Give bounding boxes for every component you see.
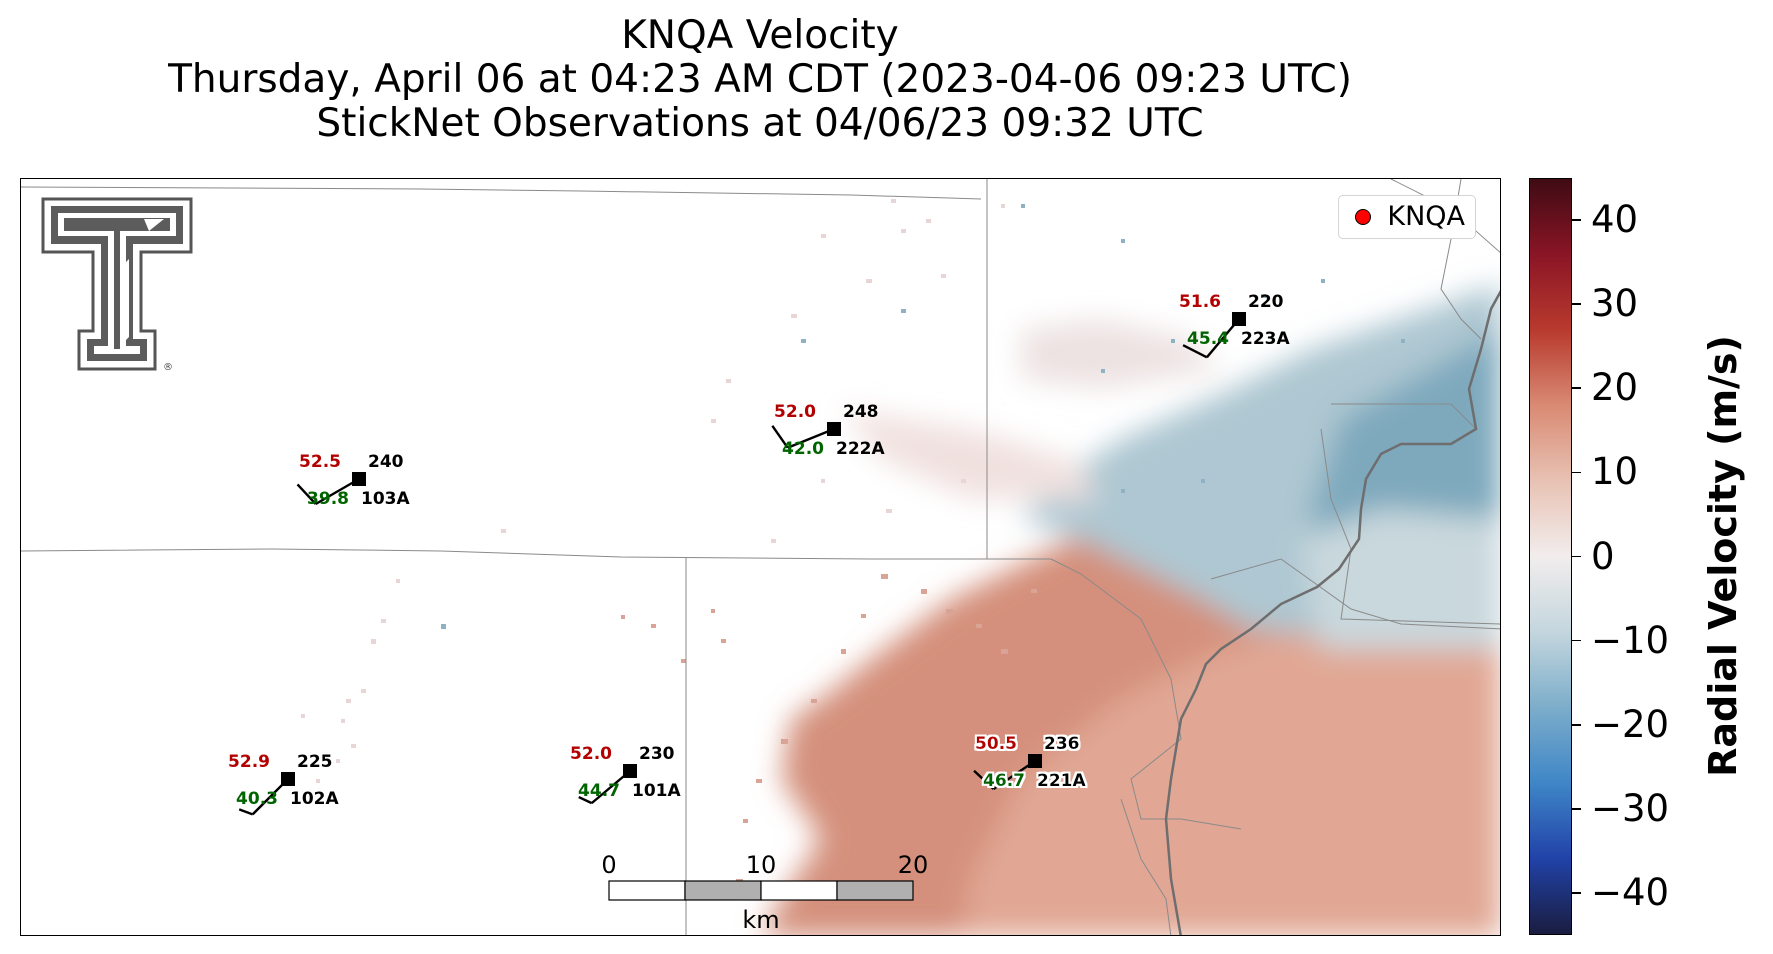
- station-marker: [352, 472, 366, 486]
- station-marker: [1028, 754, 1042, 768]
- velocity-speckles: [621, 574, 1037, 884]
- radar-site-marker-icon: [1355, 208, 1372, 225]
- station-temperature: 52.9: [228, 752, 270, 772]
- station-222A: 52.0 248 42.0 222A: [771, 402, 885, 459]
- colorbar: [1529, 178, 1572, 935]
- colorbar-tick-mark: [1572, 639, 1581, 642]
- station-marker: [623, 764, 637, 778]
- station-103A: 52.5 240 39.8 103A: [296, 452, 410, 509]
- colorbar-tick-label: 10: [1591, 450, 1639, 494]
- station-dewpoint: 40.3: [236, 789, 278, 809]
- scale-tick-0: 0: [601, 851, 616, 879]
- legend-label-radar: KNQA: [1387, 201, 1465, 232]
- colorbar-tick-mark: [1572, 555, 1581, 558]
- colorbar-tick-label: −30: [1591, 786, 1670, 830]
- station-wind-direction: 240: [368, 452, 404, 472]
- station-102A: 52.9 225 40.3 102A: [228, 752, 339, 816]
- velocity-shading: [762, 284, 1500, 935]
- state-boundary: [1164, 290, 1500, 935]
- station-id: 223A: [1241, 329, 1290, 349]
- velocity-field: [301, 199, 1500, 935]
- scale-bar: 0 10 20 km: [601, 851, 928, 934]
- station-temperature: 52.0: [570, 744, 612, 764]
- texas-tech-double-t-logo: ®: [41, 197, 193, 373]
- station-wind-direction: 225: [297, 752, 333, 772]
- title-scan-time: Thursday, April 06 at 04:23 AM CDT (2023…: [168, 57, 1352, 102]
- station-id: 103A: [361, 489, 410, 509]
- station-wind-direction: 236: [1044, 734, 1080, 754]
- map-canvas: 0 10 20 km 52.5 240 39.8 103A 52.0 248 42.0 222…: [21, 179, 1500, 935]
- colorbar-tick-mark: [1572, 892, 1581, 894]
- station-marker: [827, 422, 841, 436]
- station-id: 102A: [290, 789, 339, 809]
- colorbar-tick-label: 40: [1591, 198, 1639, 242]
- colorbar-tick-mark: [1572, 723, 1581, 726]
- county-boundaries: [21, 179, 1500, 935]
- station-wind-direction: 220: [1248, 292, 1284, 312]
- map-legend: KNQA: [1338, 195, 1476, 239]
- colorbar-tick-label: −40: [1591, 870, 1670, 914]
- colorbar-tick-mark: [1572, 303, 1581, 305]
- scale-tick-20: 20: [898, 851, 929, 879]
- station-id: 221A: [1037, 771, 1086, 791]
- station-221A: 50.5 236 46.7 221A: [973, 734, 1086, 791]
- station-id: 101A: [632, 781, 681, 801]
- station-wind-direction: 230: [639, 744, 675, 764]
- wind-barb-icon: [296, 477, 360, 506]
- stations-layer: 52.5 240 39.8 103A 52.0 248 42.0 222A 51.6 220 45.…: [228, 292, 1290, 816]
- scale-unit: km: [742, 906, 779, 934]
- colorbar-tick-label: −10: [1591, 618, 1670, 662]
- station-dewpoint: 46.7: [983, 771, 1025, 791]
- colorbar-tick-label: 20: [1591, 366, 1639, 410]
- figure-title: KNQA Velocity Thursday, April 06 at 04:2…: [20, 14, 1500, 146]
- station-wind-direction: 248: [843, 402, 879, 422]
- logo-registered-mark: ®: [163, 362, 173, 373]
- colorbar-tick-mark: [1572, 387, 1581, 390]
- station-temperature: 51.6: [1179, 292, 1221, 312]
- colorbar-tick-mark: [1572, 808, 1581, 810]
- title-observation-time: StickNet Observations at 04/06/23 09:32 …: [316, 101, 1204, 146]
- velocity-speckles-light: [301, 199, 1005, 783]
- station-dewpoint: 45.4: [1187, 329, 1229, 349]
- station-dewpoint: 39.8: [307, 489, 349, 509]
- station-dewpoint: 42.0: [782, 439, 824, 459]
- station-marker: [281, 772, 295, 786]
- station-temperature: 52.5: [299, 452, 341, 472]
- station-dewpoint: 44.7: [578, 781, 620, 801]
- radar-map: 0 10 20 km 52.5 240 39.8 103A 52.0 248 42.0 222…: [20, 178, 1501, 936]
- scale-tick-10: 10: [746, 851, 777, 879]
- station-marker: [1232, 312, 1246, 326]
- velocity-speckles-blue: [441, 204, 1405, 629]
- station-temperature: 52.0: [774, 402, 816, 422]
- colorbar-title: Radial Velocity (m/s): [1701, 335, 1745, 777]
- station-101A: 52.0 230 44.7 101A: [570, 744, 681, 805]
- station-223A: 51.6 220 45.4 223A: [1179, 292, 1290, 359]
- station-id: 222A: [836, 439, 885, 459]
- colorbar-tick-mark: [1572, 471, 1581, 474]
- colorbar-tick-label: 30: [1591, 282, 1639, 326]
- colorbar-tick-mark: [1572, 219, 1581, 221]
- wind-barb-icon: [771, 425, 835, 449]
- station-temperature: 50.5: [975, 734, 1017, 754]
- colorbar-tick-label: 0: [1591, 534, 1615, 578]
- title-radar-product: KNQA Velocity: [621, 13, 899, 58]
- colorbar-tick-label: −20: [1591, 702, 1670, 746]
